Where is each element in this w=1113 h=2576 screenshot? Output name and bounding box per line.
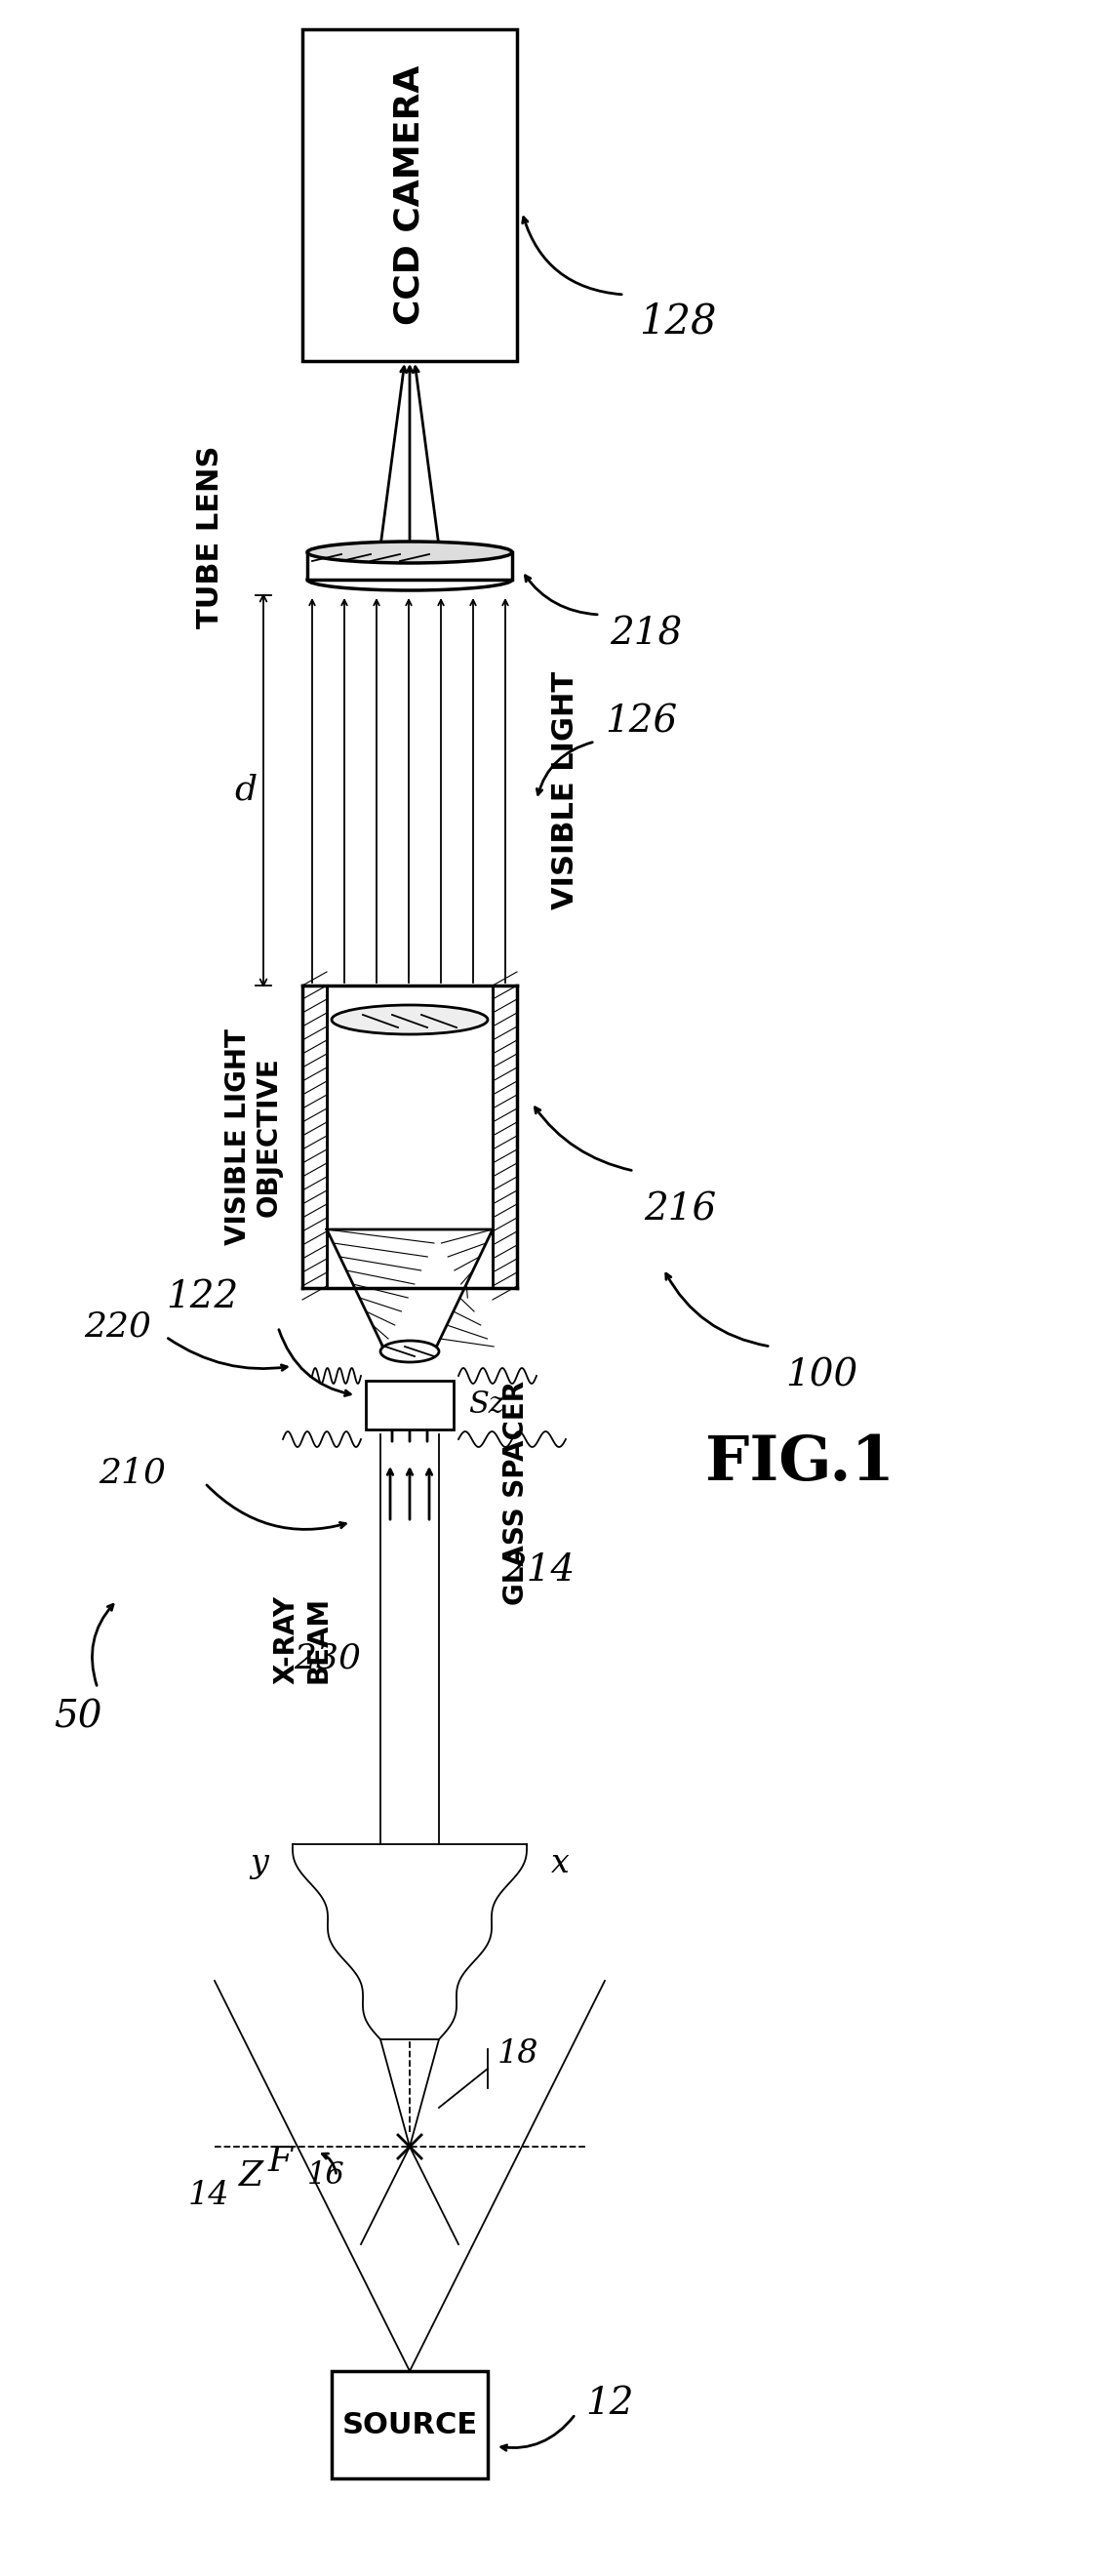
Text: 214: 214: [502, 1553, 574, 1589]
Text: 16: 16: [307, 2161, 345, 2192]
Text: 230: 230: [294, 1643, 361, 1674]
Text: SOURCE: SOURCE: [342, 2411, 477, 2439]
Text: TUBE LENS: TUBE LENS: [196, 446, 224, 629]
Ellipse shape: [332, 1005, 487, 1036]
Text: x: x: [551, 1847, 570, 1880]
Text: CCD CAMERA: CCD CAMERA: [393, 64, 426, 325]
Text: FIG.1: FIG.1: [706, 1435, 895, 1494]
Text: 100: 100: [786, 1358, 858, 1394]
Text: 210: 210: [99, 1458, 166, 1489]
Text: VISIBLE LIGHT
OBJECTIVE: VISIBLE LIGHT OBJECTIVE: [224, 1028, 283, 1244]
Text: Sz: Sz: [469, 1391, 504, 1419]
Text: 220: 220: [83, 1311, 151, 1345]
Bar: [307, 551, 512, 580]
Ellipse shape: [381, 1340, 439, 1363]
Text: 218: 218: [610, 616, 682, 652]
Text: 12: 12: [585, 2385, 633, 2421]
Text: 216: 216: [643, 1193, 717, 1229]
Text: 50: 50: [53, 1700, 102, 1736]
Bar: [303, 28, 518, 361]
Bar: [493, 987, 518, 1288]
Bar: [303, 987, 327, 1288]
Bar: [332, 2370, 487, 2478]
Polygon shape: [327, 1229, 493, 1347]
Text: X-RAY
BEAM: X-RAY BEAM: [273, 1595, 332, 1685]
Text: VISIBLE LIGHT: VISIBLE LIGHT: [551, 672, 580, 909]
Text: d: d: [235, 773, 257, 806]
Text: F: F: [268, 2146, 293, 2177]
Ellipse shape: [307, 541, 512, 564]
Text: 126: 126: [604, 703, 677, 739]
Text: 14: 14: [188, 2179, 229, 2210]
Text: Z: Z: [239, 2159, 264, 2192]
Ellipse shape: [307, 569, 512, 590]
Bar: [366, 1381, 454, 1430]
Text: 128: 128: [639, 301, 717, 343]
Text: 122: 122: [167, 1280, 239, 1316]
Text: y: y: [249, 1847, 268, 1880]
Text: GLASS SPACER: GLASS SPACER: [502, 1381, 530, 1605]
Text: 18: 18: [498, 2038, 539, 2069]
